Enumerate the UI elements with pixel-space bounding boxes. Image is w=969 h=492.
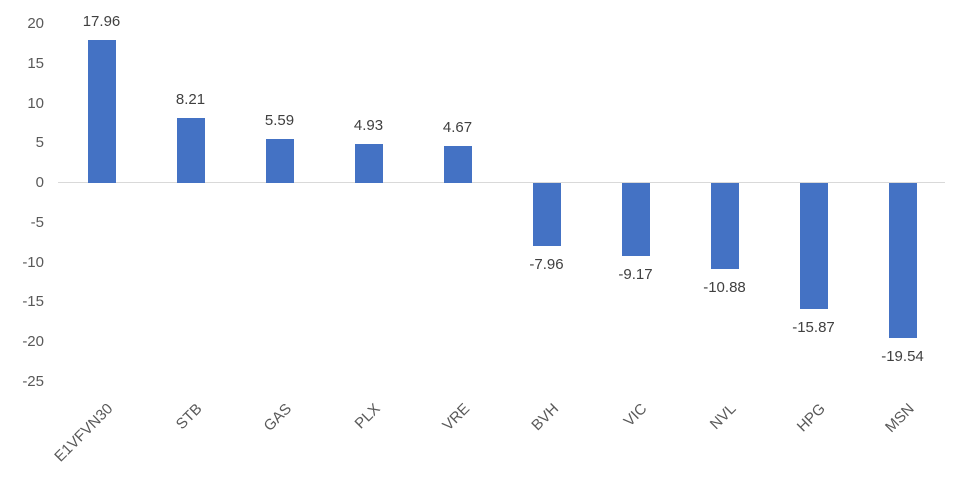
bar-msn: [888, 183, 917, 338]
y-axis-tick-label: 20: [27, 15, 44, 32]
data-label: 17.96: [82, 13, 121, 30]
x-axis-label-vre: VRE: [438, 400, 473, 435]
y-axis-tick-label: 15: [27, 54, 44, 72]
y-axis-tick-label: -10: [22, 253, 44, 271]
x-axis-line: [58, 182, 945, 183]
x-axis-label-vic: VIC: [621, 400, 651, 431]
data-label: 4.67: [442, 119, 473, 136]
bar-vre: [443, 146, 472, 183]
y-axis-tick-label: -25: [22, 372, 44, 390]
data-label: -15.87: [792, 319, 835, 336]
data-label: 5.59: [264, 112, 295, 129]
x-axis-label-bvh: BVH: [527, 400, 562, 435]
bar-plx: [354, 144, 383, 183]
bar-stb: [176, 118, 205, 183]
y-axis-tick-label: 0: [35, 174, 44, 191]
data-label: 4.93: [353, 117, 384, 134]
bar-vic: [621, 183, 650, 256]
bar-bvh: [532, 183, 561, 246]
bar-nvl: [710, 183, 739, 269]
y-axis-tick-label: -5: [30, 213, 44, 231]
y-axis-tick-label: -15: [22, 293, 44, 311]
y-axis-tick-label: 5: [35, 134, 44, 152]
y-axis-tick-label: 10: [27, 94, 44, 112]
x-axis-label-plx: PLX: [351, 400, 384, 433]
data-label: 8.21: [175, 91, 206, 108]
x-axis-label-stb: STB: [173, 400, 206, 433]
x-axis-label-e1vfvn30: E1VFVN30: [51, 400, 117, 466]
x-axis-label-gas: GAS: [260, 400, 295, 435]
x-axis-label-hpg: HPG: [793, 400, 829, 436]
data-label: -10.88: [703, 279, 746, 296]
bar-gas: [265, 139, 294, 183]
bar-e1vfvn30: [87, 40, 116, 183]
bar-hpg: [799, 183, 828, 309]
data-label: -9.17: [618, 266, 653, 283]
y-axis-tick-label: -20: [22, 333, 44, 350]
x-axis-label-nvl: NVL: [707, 400, 740, 433]
data-label: -19.54: [881, 348, 924, 365]
data-label: -7.96: [529, 256, 564, 273]
x-axis-label-msn: MSN: [882, 400, 918, 436]
